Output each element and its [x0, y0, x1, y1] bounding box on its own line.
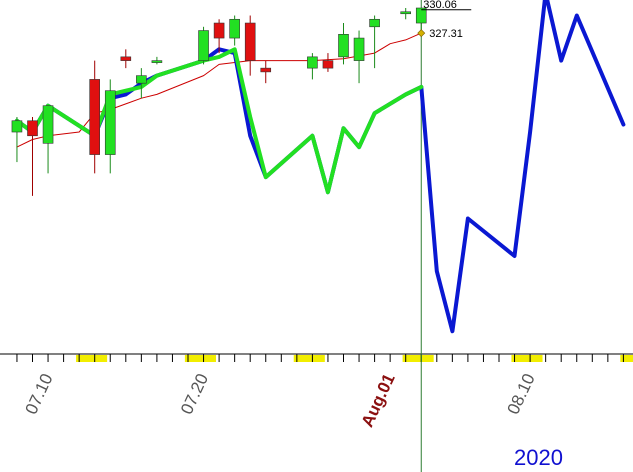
weekend-band: [620, 355, 633, 362]
candle-body: [89, 79, 100, 155]
candle: [244, 15, 256, 76]
candle-body: [260, 67, 272, 73]
candle: [136, 68, 147, 99]
candle-body: [229, 18, 240, 39]
candle: [11, 116, 23, 163]
candle: [151, 56, 163, 65]
price-annotations: 330.06 327.31: [417, 0, 472, 40]
candle: [42, 105, 54, 174]
candle-body: [244, 22, 256, 61]
candle-body: [136, 75, 147, 84]
candle: [353, 30, 365, 84]
year-label: 2020: [514, 445, 563, 470]
weekend-band: [184, 355, 216, 362]
high-price-label: 330.06: [423, 0, 457, 11]
candle: [415, 7, 427, 31]
candle: [307, 53, 318, 80]
candle-body: [338, 34, 349, 58]
candle: [369, 15, 380, 69]
candle-body: [415, 7, 427, 24]
weekend-band: [76, 355, 108, 362]
candle: [260, 60, 272, 84]
candle: [198, 26, 209, 65]
candle-body: [151, 60, 163, 63]
weekend-band: [293, 355, 325, 362]
axis-ticks: [16, 354, 624, 362]
candle-body: [400, 11, 412, 15]
candle: [229, 15, 240, 46]
candle-body: [27, 120, 38, 137]
last-price-label: 327.31: [429, 28, 463, 40]
candle: [104, 79, 116, 174]
weekend-band: [511, 355, 543, 362]
candle-body: [307, 56, 318, 69]
last-price-marker: [417, 29, 426, 38]
candle-body: [120, 56, 132, 61]
candle: [400, 8, 412, 20]
candle: [338, 23, 349, 65]
weekend-band: [402, 355, 434, 362]
weekend-bands: [76, 355, 633, 362]
candle-body: [42, 105, 54, 144]
candles: [11, 7, 427, 196]
candle-body: [11, 120, 23, 133]
candle: [89, 60, 100, 174]
candle: [27, 116, 38, 196]
candle: [322, 53, 334, 72]
candle: [120, 49, 132, 69]
candle-body: [322, 60, 334, 69]
candle-body: [369, 18, 380, 28]
candle-body: [198, 30, 209, 61]
candle: [213, 19, 225, 54]
candle-body: [104, 90, 116, 155]
candle-body: [353, 37, 365, 61]
candle-body: [213, 22, 225, 39]
